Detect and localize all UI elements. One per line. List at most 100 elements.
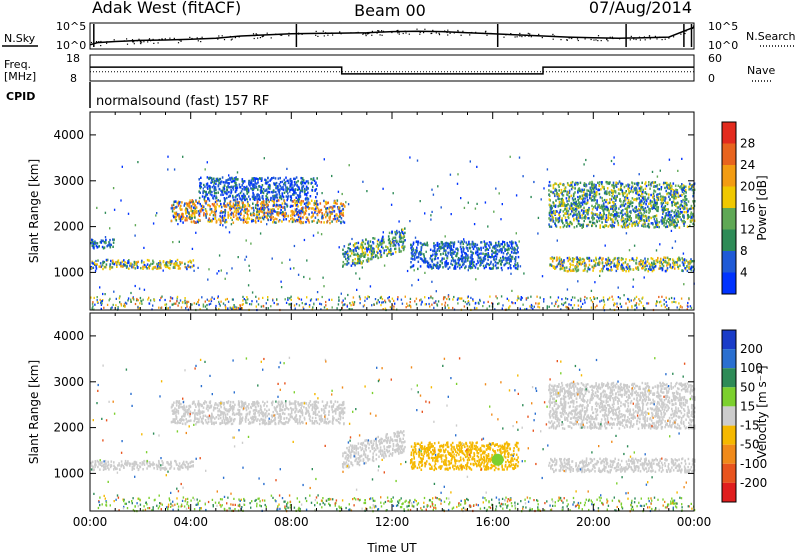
power-cell <box>99 265 101 268</box>
power-cell <box>199 181 201 185</box>
power-cell <box>238 183 241 186</box>
nsky-sample <box>248 35 250 37</box>
power-cell <box>368 244 370 247</box>
power-cell <box>397 242 400 246</box>
power-cell <box>594 261 597 264</box>
power-cell <box>512 241 514 244</box>
power-cell <box>292 218 295 221</box>
power-cell <box>291 220 294 224</box>
power-cell <box>510 267 512 270</box>
nsky-sample <box>199 37 201 40</box>
power-cell <box>654 201 657 205</box>
power-cell <box>564 269 567 272</box>
power-cell <box>483 240 486 243</box>
power-cell <box>260 189 263 192</box>
power-cell <box>400 234 402 237</box>
power-cell <box>641 206 643 209</box>
power-cell <box>557 220 560 224</box>
power-cell <box>666 184 668 187</box>
power-cell <box>219 304 221 307</box>
power-cell <box>361 248 364 251</box>
power-cell <box>258 211 260 214</box>
power-cell <box>487 248 490 251</box>
power-cell <box>622 257 624 261</box>
power-cell <box>688 188 690 191</box>
power-cell <box>621 225 624 229</box>
power-cell <box>300 182 302 185</box>
power-cell <box>562 225 565 229</box>
power-cell <box>404 227 406 230</box>
power-cell <box>185 207 188 210</box>
power-cell <box>233 179 236 183</box>
power-cell <box>561 220 563 223</box>
power-cell <box>390 203 393 206</box>
power-cell <box>214 213 217 217</box>
power-cell <box>593 184 595 187</box>
power-cell <box>261 196 263 199</box>
power-cell <box>588 217 590 220</box>
power-cell <box>340 217 343 220</box>
power-cell <box>584 197 586 200</box>
power-cell <box>211 219 213 222</box>
power-cell <box>597 188 599 192</box>
power-cell <box>641 224 644 228</box>
power-cell <box>602 225 604 228</box>
nsky-sample <box>200 41 202 43</box>
power-cell <box>688 267 691 270</box>
power-cell <box>308 213 310 216</box>
power-cell <box>604 224 606 227</box>
power-cell <box>477 261 479 264</box>
power-cell <box>468 303 471 306</box>
power-cell <box>592 190 595 193</box>
power-cell <box>516 299 518 302</box>
power-cell <box>653 265 656 269</box>
power-cell <box>337 190 340 193</box>
power-cell <box>370 252 373 256</box>
power-cell <box>224 221 226 224</box>
power-cell <box>471 241 474 244</box>
power-cell <box>621 190 624 193</box>
power-cell <box>228 231 231 234</box>
power-cell <box>607 259 609 262</box>
power-cell <box>563 203 566 206</box>
power-cell <box>578 219 580 223</box>
power-cell <box>677 265 679 268</box>
power-cell <box>156 212 158 215</box>
power-cell <box>301 211 304 214</box>
power-cell <box>104 266 106 269</box>
power-cell <box>213 188 216 191</box>
power-cell <box>321 215 324 218</box>
nsky-sample <box>486 34 488 36</box>
power-cell <box>305 205 307 208</box>
power-cell <box>265 189 267 192</box>
power-cell <box>443 257 445 260</box>
power-cell <box>685 211 687 214</box>
power-cell <box>400 237 402 240</box>
power-cell <box>599 226 601 229</box>
power-cell <box>635 214 638 217</box>
power-cell <box>297 215 300 218</box>
power-cell <box>300 221 302 225</box>
power-cell <box>564 186 567 189</box>
power-cell <box>683 259 686 262</box>
power-cell <box>475 278 477 281</box>
power-cell <box>552 186 555 190</box>
power-cell <box>220 193 222 197</box>
power-cell <box>630 187 633 190</box>
nsky-sample <box>524 35 526 37</box>
power-cell <box>329 221 331 225</box>
power-cell <box>215 195 217 198</box>
power-cell <box>626 194 628 197</box>
power-cell <box>243 214 245 217</box>
power-cell <box>515 264 517 267</box>
freq-left-tick-top: 18 <box>66 52 80 65</box>
power-cell <box>315 181 317 184</box>
power-cell <box>232 298 234 301</box>
power-cell <box>300 176 302 180</box>
power-cell <box>501 243 503 246</box>
power-cell <box>198 178 200 181</box>
power-cell <box>656 195 658 199</box>
power-cell <box>246 211 248 214</box>
power-cell <box>289 205 292 208</box>
power-cell <box>289 297 291 300</box>
